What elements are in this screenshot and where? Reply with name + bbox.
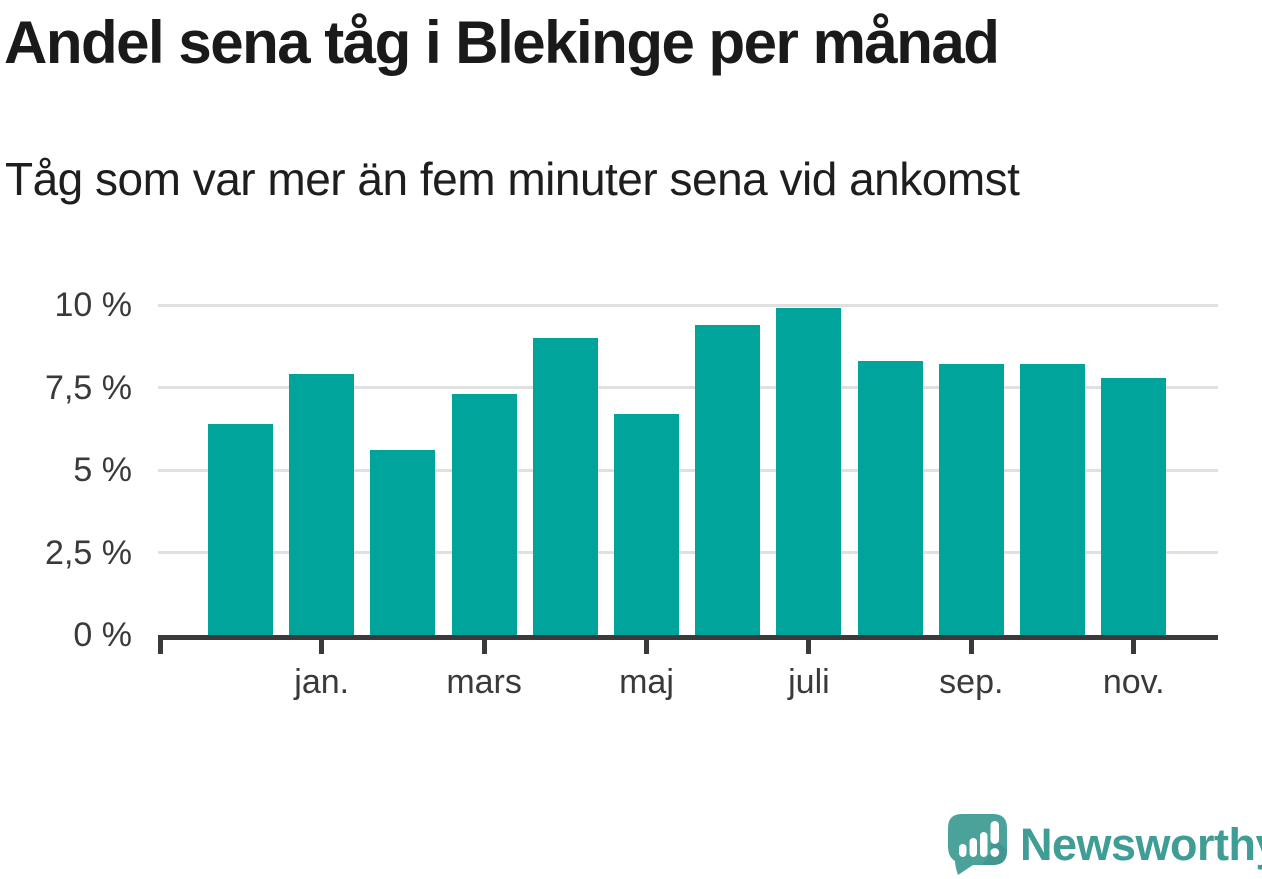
logo-exclamation-bar bbox=[990, 821, 999, 844]
bar-maj bbox=[614, 413, 679, 635]
y-axis-label-7.5: 7,5 % bbox=[45, 368, 132, 407]
newsworthy-logo-icon bbox=[948, 814, 1007, 875]
x-axis-tick-mars bbox=[481, 635, 487, 654]
bar-okt. bbox=[1020, 364, 1085, 635]
bar-mars bbox=[451, 394, 517, 635]
x-axis-label-mars: mars bbox=[446, 663, 522, 701]
bar-aug. bbox=[857, 361, 923, 635]
logo-bar-medium bbox=[969, 838, 977, 857]
logo-bar-tall bbox=[980, 832, 988, 857]
gridline-7.5 bbox=[158, 386, 1218, 389]
logo-exclamation-dot bbox=[990, 848, 1000, 857]
x-axis-tick-sep bbox=[968, 635, 974, 654]
x-axis-tick-jan bbox=[319, 635, 325, 654]
newsworthy-logo-text: Newsworthy bbox=[1020, 818, 1262, 870]
y-axis-label-10: 10 % bbox=[54, 286, 133, 324]
bar-nov. bbox=[1101, 377, 1167, 635]
bar-jan. bbox=[289, 374, 355, 635]
x-axis-label-maj: maj bbox=[619, 663, 674, 701]
bar-sep. bbox=[938, 364, 1004, 635]
chart-title: Andel sena tåg i Blekinge per månad bbox=[4, 9, 1000, 76]
x-axis-tick-nov bbox=[1131, 635, 1137, 654]
plot-area bbox=[158, 270, 1218, 654]
newsworthy-logo: Newsworthy bbox=[946, 813, 1262, 876]
logo-bar-small bbox=[959, 844, 967, 857]
y-axis-label-0: 0 % bbox=[73, 616, 132, 654]
x-axis-tick-maj bbox=[644, 635, 649, 654]
gridline-2.5 bbox=[158, 551, 1218, 554]
x-axis-label-nov: nov. bbox=[1102, 663, 1165, 701]
x-axis-tick-juli bbox=[806, 635, 812, 654]
bar-dec. bbox=[208, 423, 273, 635]
gridline-10 bbox=[158, 303, 1218, 307]
x-axis-line bbox=[158, 635, 1218, 640]
x-axis-label-sep: sep. bbox=[939, 663, 1004, 701]
bar-juli bbox=[776, 308, 842, 635]
bar-feb. bbox=[370, 450, 436, 635]
y-axis-label-5: 5 % bbox=[73, 451, 132, 489]
x-axis-label-juli: juli bbox=[788, 663, 830, 701]
bar-apr. bbox=[532, 338, 598, 635]
x-axis-label-jan: jan. bbox=[294, 663, 350, 701]
x-axis-start-tick bbox=[158, 635, 163, 654]
chart-subtitle: Tåg som var mer än fem minuter sena vid … bbox=[5, 153, 1020, 205]
gridline-5 bbox=[158, 468, 1218, 472]
y-axis-label-2.5: 2,5 % bbox=[45, 533, 132, 572]
bar-juni bbox=[695, 324, 761, 635]
